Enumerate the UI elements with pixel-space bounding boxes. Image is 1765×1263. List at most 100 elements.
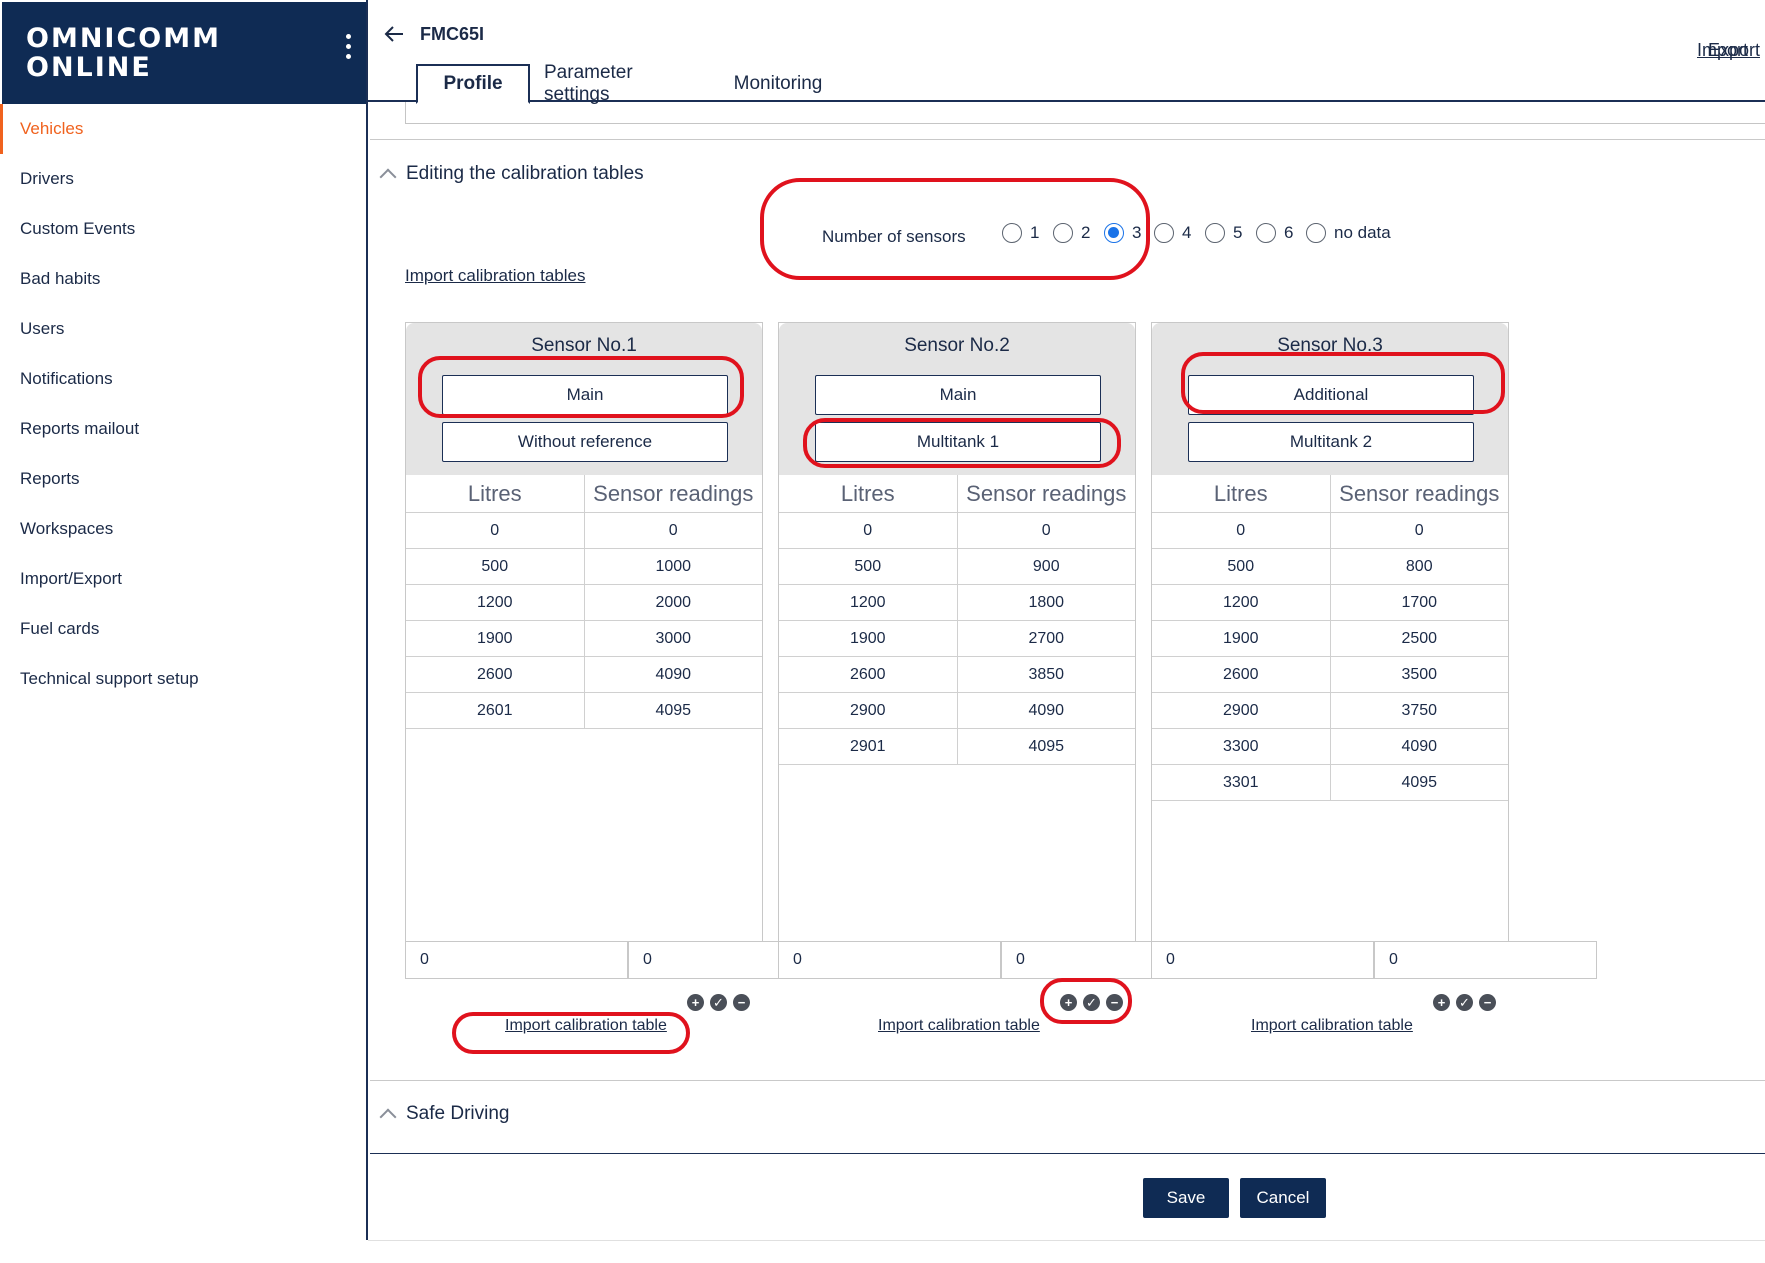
sidebar-item-fuel-cards[interactable]: Fuel cards: [20, 619, 100, 638]
remove-row-icon[interactable]: −: [733, 994, 750, 1011]
sensor-reading-cell: 4090: [1028, 701, 1065, 719]
sensor-reading-cell: 0: [1041, 521, 1051, 539]
calibration-section-header[interactable]: Editing the calibration tables: [379, 163, 644, 186]
sensor-reading-cell: 2000: [655, 593, 692, 611]
import-calibration-table-link[interactable]: Import calibration table: [1251, 1017, 1413, 1034]
litres-cell: 2900: [1152, 693, 1331, 728]
more-vertical-icon[interactable]: [344, 34, 352, 68]
sidebar-item-bad-habits[interactable]: Bad habits: [20, 269, 101, 288]
litres-input[interactable]: [778, 941, 1001, 979]
table-row[interactable]: 1200 2000: [406, 585, 762, 621]
table-row[interactable]: 1200 1800: [779, 585, 1135, 621]
import-calibration-tables-link[interactable]: Import calibration tables: [405, 266, 586, 285]
confirm-row-icon[interactable]: ✓: [1083, 994, 1100, 1011]
sidebar-item-users[interactable]: Users: [20, 319, 65, 338]
radio-circle-icon[interactable]: [1154, 223, 1174, 243]
sidebar-item-import-export[interactable]: Import/Export: [20, 569, 123, 588]
table-row[interactable]: 2900 4090: [779, 693, 1135, 729]
litres-input[interactable]: [405, 941, 628, 979]
column-header-sensor-readings: Sensor readings: [966, 480, 1127, 506]
tab-monitoring[interactable]: Monitoring: [733, 73, 823, 94]
sidebar-item-workspaces[interactable]: Workspaces: [20, 519, 114, 538]
safe-driving-section-header[interactable]: Safe Driving: [379, 1103, 510, 1126]
sidebar-item-reports[interactable]: Reports: [20, 469, 80, 488]
import-link[interactable]: Import: [1697, 40, 1749, 60]
table-row[interactable]: 2901 4095: [779, 729, 1135, 765]
radio-circle-icon[interactable]: [1306, 223, 1326, 243]
import-calibration-table-link[interactable]: Import calibration table: [505, 1017, 667, 1034]
sidebar-item-custom-events[interactable]: Custom Events: [20, 219, 136, 238]
radio-circle-icon[interactable]: [1205, 223, 1225, 243]
table-row[interactable]: 500 1000: [406, 549, 762, 585]
sidebar: OMNICOMM ONLINE Vehicles Drivers Custom Ev…: [0, 0, 368, 1240]
radio-sensors-4[interactable]: 4: [1154, 222, 1191, 244]
add-row-icon[interactable]: +: [1433, 994, 1450, 1011]
sidebar-item-drivers[interactable]: Drivers: [20, 169, 74, 188]
tab-parameter-settings[interactable]: Parameter settings: [544, 62, 633, 105]
table-row[interactable]: 500 900: [779, 549, 1135, 585]
table-row[interactable]: 2600 3850: [779, 657, 1135, 693]
sidebar-item-technical-support-setup[interactable]: Technical support setup: [20, 669, 199, 688]
sidebar-item-vehicles[interactable]: Vehicles: [0, 104, 366, 154]
table-row[interactable]: 2600 4090: [406, 657, 762, 693]
sensor-reading-cell: 4095: [655, 701, 692, 719]
sensor-type-button[interactable]: Main: [815, 375, 1101, 415]
sensor-tank-button[interactable]: Multitank 1: [815, 422, 1101, 462]
save-button[interactable]: Save: [1143, 1178, 1229, 1218]
table-row[interactable]: 1900 2500: [1152, 621, 1508, 657]
radio-sensors-no-data[interactable]: no data: [1306, 222, 1391, 244]
table-row[interactable]: 500 800: [1152, 549, 1508, 585]
table-row[interactable]: 2601 4095: [406, 693, 762, 729]
table-row[interactable]: 2600 3500: [1152, 657, 1508, 693]
sensor-reading-cell: 0: [1414, 521, 1424, 539]
confirm-row-icon[interactable]: ✓: [1456, 994, 1473, 1011]
sensor-reading-cell: 1800: [1028, 593, 1065, 611]
sensor-tank-button[interactable]: Multitank 2: [1188, 422, 1474, 462]
row-tools: + ✓ −: [687, 994, 750, 1011]
sensor-panel-header: Sensor No.3 Additional Multitank 2: [1152, 323, 1508, 475]
sensor-reading-cell: 1000: [655, 557, 692, 575]
table-row[interactable]: 1900 3000: [406, 621, 762, 657]
sensor-reading-input[interactable]: [1374, 941, 1597, 979]
radio-sensors-6[interactable]: 6: [1256, 222, 1293, 244]
table-row[interactable]: 2900 3750: [1152, 693, 1508, 729]
radio-circle-icon[interactable]: [1002, 223, 1022, 243]
radio-label: 6: [1284, 223, 1294, 242]
back-arrow-icon[interactable]: [382, 22, 406, 46]
table-row[interactable]: 1200 1700: [1152, 585, 1508, 621]
table-row[interactable]: 3300 4090: [1152, 729, 1508, 765]
add-row-icon[interactable]: +: [1060, 994, 1077, 1011]
sensor-type-button[interactable]: Main: [442, 375, 728, 415]
add-row-icon[interactable]: +: [687, 994, 704, 1011]
radio-circle-icon[interactable]: [1256, 223, 1276, 243]
sensor-tank-button[interactable]: Without reference: [442, 422, 728, 462]
sensor-title: Sensor No.3: [1277, 335, 1383, 356]
litres-cell: 1900: [1152, 621, 1331, 656]
table-row[interactable]: 3301 4095: [1152, 765, 1508, 801]
radio-sensors-5[interactable]: 5: [1205, 222, 1242, 244]
table-row[interactable]: 1900 2700: [779, 621, 1135, 657]
radio-circle-icon[interactable]: [1104, 223, 1124, 243]
radio-circle-icon[interactable]: [1053, 223, 1073, 243]
sensor-reading-cell: 3750: [1401, 701, 1438, 719]
vehicle-name: FMC65І: [420, 24, 485, 44]
remove-row-icon[interactable]: −: [1479, 994, 1496, 1011]
table-header-row: Litres Sensor readings: [1152, 475, 1508, 513]
sensor-type-button[interactable]: Additional: [1188, 375, 1474, 415]
sensor-reading-cell: 900: [1032, 557, 1060, 575]
remove-row-icon[interactable]: −: [1106, 994, 1123, 1011]
export-link[interactable]: Export: [1707, 40, 1760, 60]
tab-profile[interactable]: Profile: [416, 64, 530, 104]
cancel-button[interactable]: Cancel: [1240, 1178, 1326, 1218]
confirm-row-icon[interactable]: ✓: [710, 994, 727, 1011]
radio-sensors-1[interactable]: 1: [1002, 222, 1039, 244]
litres-input[interactable]: [1151, 941, 1374, 979]
radio-sensors-3[interactable]: 3: [1104, 222, 1141, 244]
sidebar-item-notifications[interactable]: Notifications: [20, 369, 113, 388]
sidebar-item-reports-mailout[interactable]: Reports mailout: [20, 419, 140, 438]
radio-sensors-2[interactable]: 2: [1053, 222, 1090, 244]
import-calibration-table-link[interactable]: Import calibration table: [878, 1017, 1040, 1034]
